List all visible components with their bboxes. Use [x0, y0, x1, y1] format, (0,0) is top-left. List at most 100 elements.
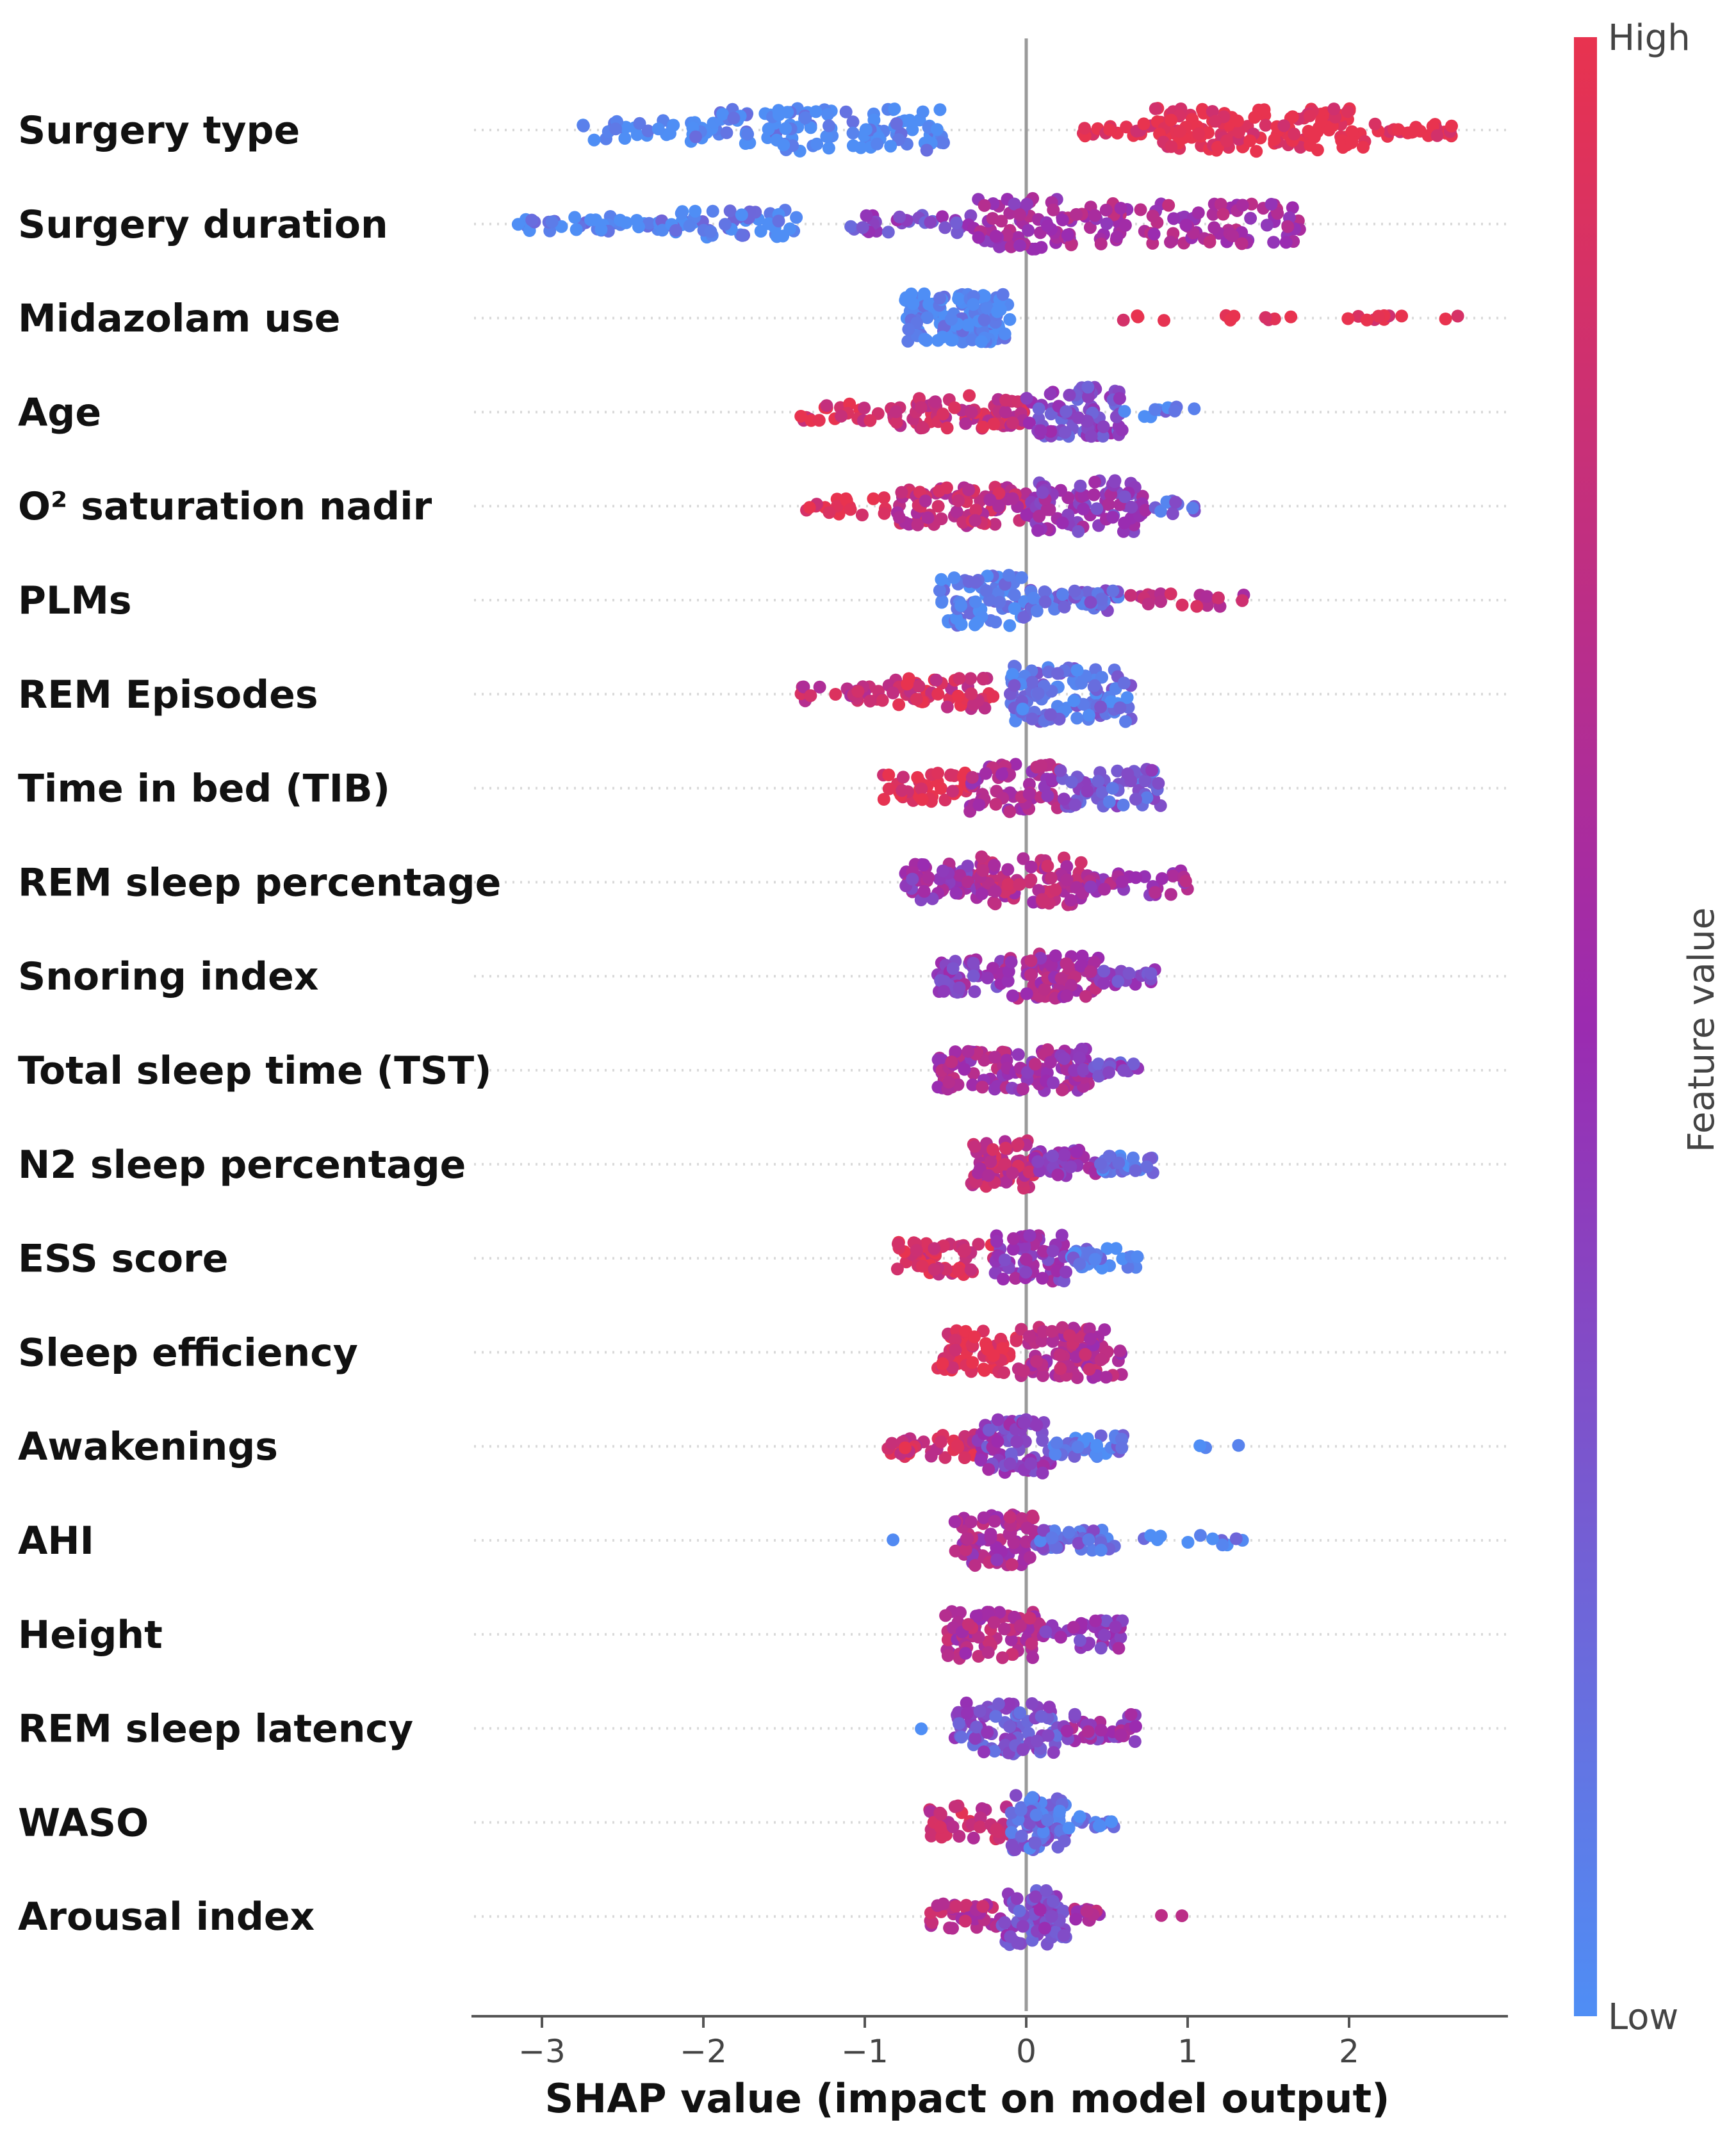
- shap-dot: [998, 1916, 1011, 1929]
- shap-dot: [1095, 592, 1108, 606]
- shap-dot: [1286, 201, 1299, 215]
- shap-dot: [1284, 310, 1298, 323]
- shap-dot: [944, 768, 958, 781]
- shap-dot: [964, 1263, 978, 1276]
- shap-dot: [1279, 236, 1293, 249]
- shap-dot: [1020, 197, 1034, 211]
- shap-dot: [1044, 708, 1057, 721]
- shap-dot: [1094, 1642, 1108, 1655]
- shap-dot: [941, 1633, 954, 1647]
- shap-dot: [1077, 1063, 1090, 1076]
- shap-dot: [931, 767, 944, 780]
- shap-dot: [1024, 873, 1038, 886]
- shap-dot: [1345, 136, 1358, 149]
- shap-dot: [984, 1155, 997, 1168]
- shap-dot: [1229, 1532, 1243, 1545]
- shap-dot: [919, 494, 932, 508]
- shap-dot: [1260, 218, 1273, 232]
- shap-dot: [1088, 1253, 1102, 1266]
- shap-dot: [953, 672, 966, 685]
- shap-dot: [1023, 1551, 1036, 1564]
- shap-dot: [1277, 119, 1291, 133]
- shap-dot: [935, 1435, 947, 1449]
- shap-dot: [1056, 1083, 1069, 1097]
- shap-dot: [912, 680, 926, 693]
- shap-dot: [1090, 502, 1104, 516]
- shap-dot: [1011, 1138, 1025, 1151]
- shap-dot: [936, 864, 949, 877]
- shap-dot: [651, 122, 665, 136]
- shap-dot: [1070, 712, 1084, 725]
- shap-dot: [1004, 1447, 1018, 1460]
- shap-dot: [777, 138, 790, 152]
- shap-dot: [1122, 966, 1136, 980]
- shap-dot: [1022, 416, 1036, 430]
- shap-dot: [1248, 111, 1261, 124]
- feature-dot-row: [577, 102, 1458, 158]
- shap-dot: [948, 1515, 962, 1528]
- feature-dot-row: [939, 1605, 1129, 1665]
- shap-dot: [1081, 585, 1094, 599]
- shap-dot: [716, 108, 729, 121]
- shap-dot: [1006, 989, 1019, 1002]
- shap-dot: [1097, 965, 1111, 978]
- shap-dot: [935, 781, 947, 795]
- shap-dot: [965, 687, 978, 701]
- shap-dot: [860, 209, 873, 222]
- shap-dot: [1360, 313, 1373, 327]
- feature-label: REM Episodes: [18, 673, 318, 717]
- shap-dot: [1044, 1056, 1057, 1069]
- shap-dot: [1003, 313, 1017, 326]
- shap-dot: [1327, 102, 1341, 116]
- shap-dot: [1060, 1266, 1072, 1278]
- shap-dot: [1164, 888, 1177, 901]
- shap-dot: [1084, 596, 1097, 609]
- shap-dot: [991, 1435, 1004, 1448]
- shap-dot: [1013, 1904, 1026, 1918]
- shap-dot: [1181, 1536, 1195, 1549]
- shap-dot: [992, 1825, 1006, 1838]
- shap-dot: [577, 119, 590, 133]
- shap-dot: [956, 336, 969, 348]
- shap-dot: [669, 224, 682, 237]
- shap-dot: [949, 886, 963, 900]
- shap-dot: [1099, 1371, 1113, 1384]
- feature-label: Surgery type: [18, 108, 300, 153]
- shap-dot: [995, 215, 1008, 228]
- shap-dot: [689, 130, 702, 143]
- shap-dot: [1112, 1156, 1126, 1170]
- colorbar-low-label: Low: [1608, 1996, 1678, 2038]
- feature-label: REM sleep latency: [18, 1707, 413, 1752]
- shap-dot: [1008, 197, 1021, 211]
- shap-dot: [1084, 1332, 1097, 1346]
- shap-dot: [1054, 972, 1068, 985]
- shap-dot: [882, 782, 896, 795]
- shap-dot: [976, 1900, 990, 1913]
- shap-dot: [996, 1342, 1010, 1355]
- shap-dot: [1062, 1822, 1076, 1835]
- shap-dot: [1142, 598, 1155, 610]
- shap-dot: [952, 494, 965, 507]
- shap-dot: [1088, 679, 1101, 692]
- shap-dot: [989, 229, 1003, 243]
- feature-label: AHI: [18, 1519, 94, 1563]
- shap-dot: [1073, 1810, 1086, 1823]
- shap-dot: [1061, 228, 1074, 241]
- shap-dot: [946, 962, 960, 975]
- shap-dot: [969, 595, 982, 608]
- shap-dot: [967, 1831, 980, 1845]
- shap-dot: [804, 689, 817, 703]
- shap-dot: [864, 414, 877, 427]
- shap-dot: [1022, 1165, 1036, 1178]
- shap-dot: [1134, 203, 1147, 216]
- shap-dot: [1110, 231, 1124, 244]
- shap-dot: [1009, 714, 1022, 728]
- feature-label: Snoring index: [18, 954, 318, 999]
- shap-dot: [1220, 135, 1233, 147]
- shap-dot: [973, 1704, 987, 1718]
- shap-dot: [987, 690, 1000, 703]
- shap-dot: [1169, 496, 1183, 509]
- shap-dot: [920, 143, 933, 157]
- shap-dot: [1051, 1168, 1065, 1182]
- shap-dot: [1200, 599, 1214, 612]
